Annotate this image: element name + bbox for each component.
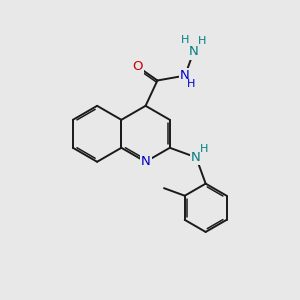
Text: N: N	[141, 155, 151, 168]
Text: O: O	[133, 60, 143, 73]
Text: N: N	[180, 69, 190, 82]
Text: H: H	[198, 36, 207, 46]
Text: N: N	[191, 151, 201, 164]
Text: H: H	[187, 79, 196, 89]
Text: H: H	[200, 144, 208, 154]
Text: H: H	[181, 34, 189, 45]
Text: N: N	[189, 46, 198, 59]
